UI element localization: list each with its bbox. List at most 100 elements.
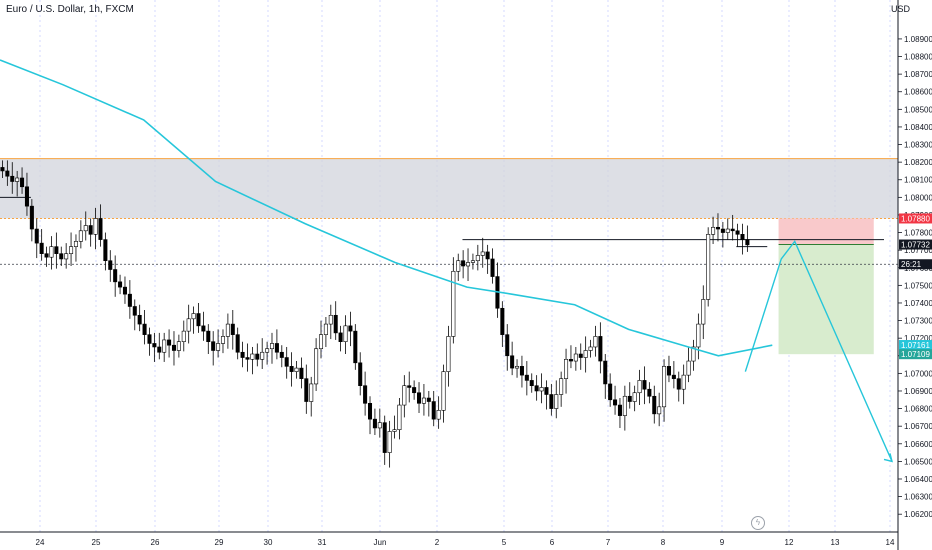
- candle-body: [745, 239, 750, 246]
- candle-body: [59, 253, 64, 260]
- price-tag: [899, 213, 932, 224]
- time-tick-label: 30: [264, 538, 273, 547]
- candle-body: [647, 388, 652, 397]
- projection-arrowhead: [883, 453, 893, 463]
- candle-body: [480, 251, 485, 256]
- candle-body: [534, 385, 539, 392]
- candle-body: [284, 357, 289, 367]
- candle-body: [294, 367, 299, 372]
- candle-body: [392, 429, 397, 432]
- candle-body: [10, 175, 15, 182]
- candle-body: [583, 350, 588, 358]
- candle-body: [446, 336, 451, 372]
- candle-body: [24, 186, 29, 207]
- candle-body: [515, 366, 520, 369]
- candle-body: [573, 353, 578, 362]
- lightning-icon[interactable]: ϟ: [751, 516, 765, 530]
- candle-body: [715, 226, 720, 230]
- candle-body: [250, 353, 255, 360]
- candle-body: [279, 351, 284, 358]
- price-tick-label: 1.07700: [904, 246, 932, 255]
- price-tick-label: 1.08900: [904, 35, 932, 44]
- time-tick-label: 14: [886, 538, 895, 547]
- candle-body: [544, 387, 549, 395]
- candle-body: [245, 357, 250, 360]
- candle-body: [240, 351, 245, 358]
- candle-body: [201, 325, 206, 332]
- price-tick-label: 1.08500: [904, 105, 932, 114]
- candle-body: [652, 395, 657, 415]
- candle-body: [20, 177, 25, 188]
- time-tick-label: 24: [36, 538, 45, 547]
- price-tick-label: 1.07500: [904, 281, 932, 290]
- price-tick-label: 1.07800: [904, 229, 932, 238]
- candle-body: [470, 260, 475, 263]
- time-tick-label: 6: [550, 538, 555, 547]
- candle-body: [69, 246, 74, 254]
- candle-body: [196, 313, 201, 327]
- candle-body: [662, 366, 667, 408]
- symbol-title[interactable]: Euro / U.S. Dollar, 1h, FXCM: [6, 4, 134, 15]
- candle-body: [363, 385, 368, 404]
- candle-body: [598, 336, 603, 362]
- candle-body: [505, 334, 510, 357]
- price-tick-label: 1.06500: [904, 457, 932, 466]
- candle-body: [402, 385, 407, 406]
- candle-body: [338, 332, 343, 342]
- time-tick-label: 13: [831, 538, 840, 547]
- candle-body: [681, 374, 686, 390]
- candle-body: [475, 255, 480, 262]
- time-tick-label: 7: [606, 538, 611, 547]
- candle-body: [691, 346, 696, 362]
- candle-body: [220, 336, 226, 344]
- candle-body: [152, 343, 157, 348]
- candle-body: [593, 336, 598, 348]
- candle-body: [83, 225, 88, 232]
- price-tick-label: 1.06200: [904, 510, 932, 519]
- time-tick-label: 5: [502, 538, 507, 547]
- price-tick-label: 1.06300: [904, 493, 932, 502]
- candle-body: [348, 325, 353, 332]
- candle-body: [372, 418, 377, 429]
- candle-body: [132, 306, 137, 316]
- candle-body: [377, 422, 382, 429]
- candle-body: [0, 167, 5, 172]
- candle-body: [657, 406, 662, 415]
- take-profit-zone: [778, 244, 874, 355]
- price-tick-label: 1.08700: [904, 70, 932, 79]
- candle-body: [451, 270, 456, 337]
- candle-body: [426, 397, 431, 402]
- candle-body: [309, 383, 314, 402]
- candle-body: [461, 260, 466, 267]
- candle-body: [328, 314, 333, 325]
- candle-body: [211, 341, 216, 351]
- candle-body: [559, 378, 564, 395]
- time-tick-label: 8: [661, 538, 666, 547]
- candle-body: [108, 260, 113, 270]
- candle-body: [64, 253, 69, 260]
- resistance-zone: [0, 158, 898, 219]
- candle-body: [456, 260, 461, 272]
- candle-body: [485, 251, 490, 260]
- candle-body: [632, 392, 637, 402]
- candle-body: [206, 330, 211, 342]
- candle-body: [539, 387, 544, 392]
- candle-body: [353, 330, 358, 364]
- price-tick-label: 1.08600: [904, 88, 932, 97]
- candle-body: [167, 339, 172, 346]
- candle-body: [269, 343, 275, 350]
- candle-body: [519, 366, 524, 376]
- price-tag: [899, 340, 932, 351]
- price-tick-label: 1.08800: [904, 53, 932, 62]
- candle-body: [431, 401, 436, 420]
- price-tick-label: 1.08200: [904, 158, 932, 167]
- price-tag-label: 1.07732: [901, 241, 930, 250]
- candle-body: [88, 225, 93, 235]
- price-tick-label: 1.08300: [904, 141, 932, 150]
- time-tick-label: 9: [720, 538, 725, 547]
- price-tick-label: 1.08400: [904, 123, 932, 132]
- candle-body: [118, 281, 123, 288]
- candle-body: [524, 374, 529, 381]
- candle-body: [529, 380, 534, 386]
